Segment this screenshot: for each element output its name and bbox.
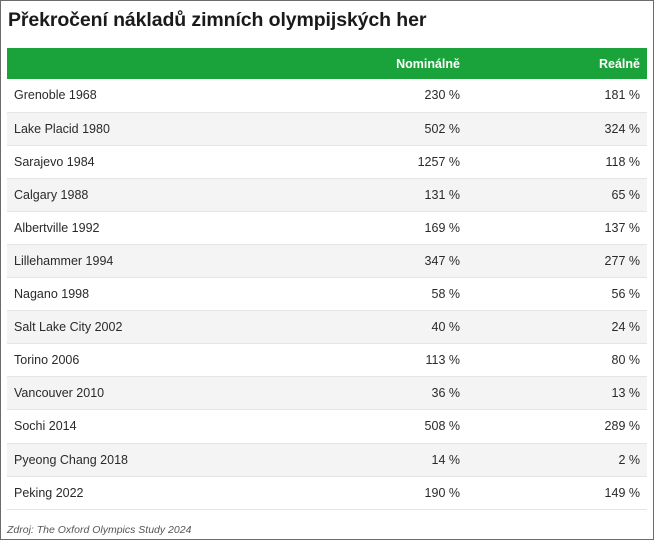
- column-header-games: [7, 48, 257, 79]
- cell-games: Sochi 2014: [14, 419, 77, 434]
- table-row: Lake Placid 1980 502 % 324 %: [7, 112, 647, 146]
- cell-real: 289 %: [604, 419, 640, 434]
- table-row: Sarajevo 1984 1257 % 118 %: [7, 145, 647, 179]
- cell-real: 181 %: [604, 88, 640, 103]
- cell-real: 118 %: [605, 154, 640, 169]
- cell-nominal: 131 %: [424, 187, 460, 202]
- cell-games: Lillehammer 1994: [14, 254, 114, 269]
- chart-title: Překročení nákladů zimních olympijských …: [8, 9, 427, 31]
- table-row: Vancouver 2010 36 % 13 %: [7, 376, 647, 410]
- cell-nominal: 502 %: [424, 121, 460, 136]
- table-row: Calgary 1988 131 % 65 %: [7, 178, 647, 212]
- cell-games: Lake Placid 1980: [14, 121, 110, 136]
- cell-nominal: 169 %: [424, 220, 460, 235]
- cell-games: Calgary 1988: [14, 187, 89, 202]
- cell-nominal: 113 %: [425, 353, 460, 368]
- cell-real: 13 %: [611, 386, 641, 401]
- cell-games: Vancouver 2010: [14, 386, 105, 401]
- table-row: Sochi 2014 508 % 289 %: [7, 409, 647, 444]
- cell-nominal: 40 %: [431, 320, 461, 335]
- table-row: Albertville 1992 169 % 137 %: [7, 211, 647, 245]
- cell-games: Albertville 1992: [14, 220, 100, 235]
- cell-nominal: 58 %: [431, 287, 461, 302]
- cell-nominal: 36 %: [431, 386, 461, 401]
- cell-games: Pyeong Chang 2018: [14, 452, 128, 467]
- cell-nominal: 347 %: [424, 254, 460, 269]
- cell-games: Nagano 1998: [14, 287, 90, 302]
- cell-real: 137 %: [604, 220, 640, 235]
- cell-real: 24 %: [611, 320, 641, 335]
- cell-nominal: 14 %: [431, 452, 461, 467]
- cell-games: Grenoble 1968: [14, 88, 97, 103]
- table-body: Grenoble 1968 230 % 181 % Lake Placid 1980 5…: [7, 79, 647, 510]
- cell-nominal: 190 %: [424, 485, 460, 500]
- cell-real: 277 %: [604, 254, 640, 269]
- cell-nominal: 1257 %: [417, 154, 460, 169]
- cell-games: Salt Lake City 2002: [14, 320, 123, 335]
- source-note: Zdroj: The Oxford Olympics Study 2024: [7, 524, 192, 536]
- table-row: Torino 2006 113 % 80 %: [7, 343, 647, 377]
- cell-real: 65 %: [611, 187, 641, 202]
- cell-games: Peking 2022: [14, 485, 84, 500]
- column-header-real: Reálně: [599, 56, 640, 71]
- cell-real: 149 %: [604, 485, 640, 500]
- cell-games: Sarajevo 1984: [14, 154, 95, 169]
- column-header-nominal: Nominálně: [396, 56, 460, 71]
- cell-real: 56 %: [611, 287, 641, 302]
- cell-real: 324 %: [604, 121, 640, 136]
- cell-real: 80 %: [611, 353, 641, 368]
- table-row: Salt Lake City 2002 40 % 24 %: [7, 310, 647, 344]
- cell-games: Torino 2006: [14, 353, 80, 368]
- table-row: Lillehammer 1994 347 % 277 %: [7, 244, 647, 278]
- cell-nominal: 230 %: [424, 88, 460, 103]
- table-row: Pyeong Chang 2018 14 % 2 %: [7, 443, 647, 477]
- table-row: Peking 2022 190 % 149 %: [7, 476, 647, 510]
- table-header-row: Nominálně Reálně: [7, 48, 647, 79]
- table-row: Nagano 1998 58 % 56 %: [7, 277, 647, 311]
- table-row: Grenoble 1968 230 % 181 %: [7, 79, 647, 113]
- cell-nominal: 508 %: [424, 419, 460, 434]
- cost-overrun-table: Nominálně Reálně Grenoble 1968 230 % 181 %…: [7, 48, 647, 510]
- cell-real: 2 %: [618, 452, 640, 467]
